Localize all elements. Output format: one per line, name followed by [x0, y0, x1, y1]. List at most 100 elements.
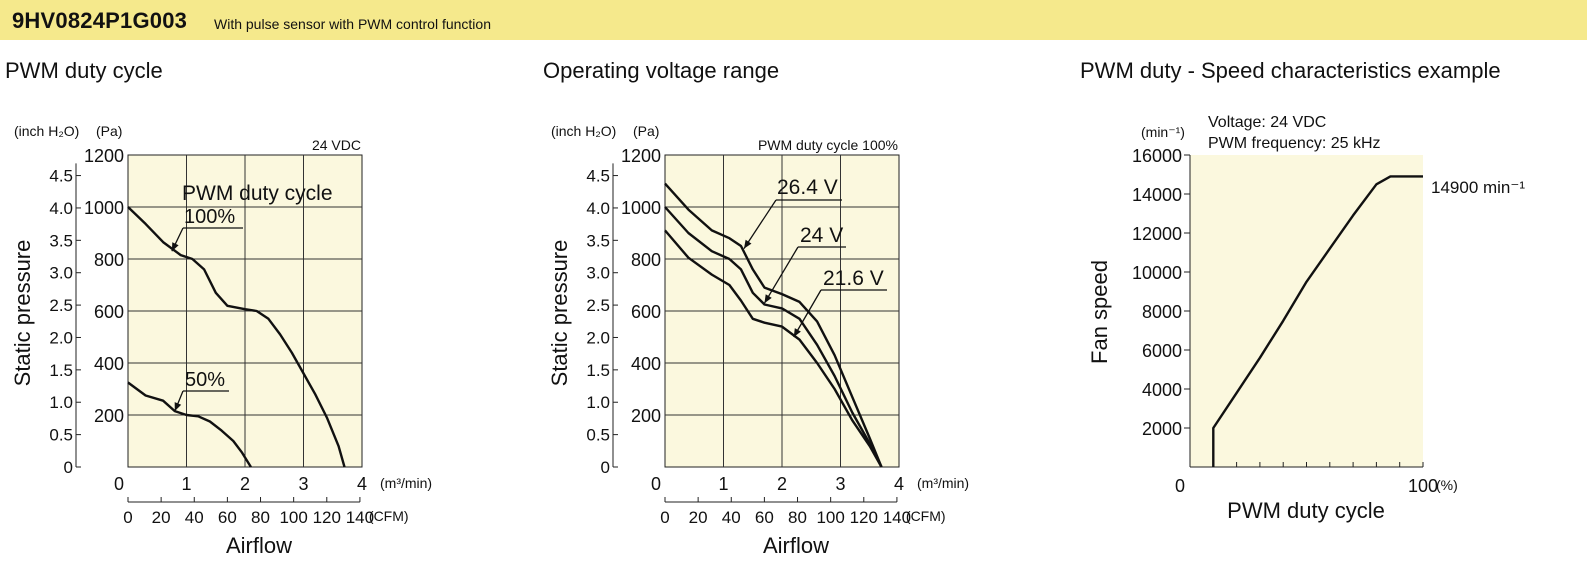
chart2-pa-tick-label: 1000	[621, 198, 661, 218]
chart2-pa-tick-label: 1200	[621, 146, 661, 166]
chart2-pa-tick-label: 200	[631, 406, 661, 426]
model-number: 9HV0824P1G003	[12, 8, 188, 33]
chart1-inch-unit-label: (inch H₂O)	[14, 123, 79, 139]
chart1-cfm-tick-label: 120	[313, 508, 341, 527]
chart3-condition-voltage: Voltage: 24 VDC	[1208, 114, 1326, 131]
chart3-y-tick-label: 12000	[1132, 224, 1182, 244]
chart3-y-tick-label: 2000	[1142, 419, 1182, 439]
chart2-cfm-tick-label: 20	[689, 508, 708, 527]
chart1-y-axis-title: Static pressure	[10, 240, 35, 387]
chart2-series-line-2	[664, 206, 883, 468]
chart1-inch-tick-label: 1.5	[49, 361, 73, 380]
chart1-inch-tick-label: 0.5	[49, 426, 73, 445]
chart2-series-line-3	[664, 229, 883, 468]
chart2-26v-leader-arrowhead	[743, 239, 752, 249]
section-title-pwm-duty-cycle: PWM duty cycle	[5, 58, 163, 83]
chart2-inch-tick-label: 1.5	[586, 361, 610, 380]
chart1-100-leader-arrowhead	[171, 242, 179, 252]
chart1-cfm-tick-label: 80	[251, 508, 270, 527]
chart2-inch-tick-label: 0	[601, 458, 610, 477]
chart1-pa-unit-label: (Pa)	[96, 123, 122, 139]
chart3-y-unit-label: (min⁻¹)	[1141, 124, 1185, 140]
chart2-condition-label: PWM duty cycle 100%	[758, 137, 898, 153]
chart1-x-unit-label: (m³/min)	[380, 475, 432, 491]
chart2-24v-leader-line	[763, 246, 799, 304]
chart2-inch-tick-label: 1.0	[586, 393, 610, 412]
chart1-x-tick-label: 4	[357, 474, 367, 494]
chart2-pa-tick-label: 400	[631, 354, 661, 374]
chart3-y-tick-label: 14000	[1132, 185, 1182, 205]
chart2-x-tick-label: 2	[777, 474, 787, 494]
chart2-x-tick-label: 1	[718, 474, 728, 494]
chart1-x-tick-label: 0	[114, 474, 124, 494]
chart1-series-line-2	[127, 381, 252, 468]
chart1-cfm-tick-label: 40	[185, 508, 204, 527]
chart2-x-tick-label: 3	[835, 474, 845, 494]
chart2-pa-tick-label: 600	[631, 302, 661, 322]
chart1-series-label-50: 50%	[185, 369, 225, 391]
chart1-inch-tick-label: 1.0	[49, 393, 73, 412]
chart1-pa-tick-label: 1000	[84, 198, 124, 218]
chart3-y-axis-title: Fan speed	[1087, 260, 1112, 364]
chart1-inch-tick-label: 2.5	[49, 296, 73, 315]
chart3-x-unit-label: (%)	[1436, 477, 1458, 493]
section-title-speed-characteristics: PWM duty - Speed characteristics example	[1080, 58, 1501, 83]
chart3-y-tick-label: 6000	[1142, 341, 1182, 361]
chart2-x-tick-label: 4	[894, 474, 904, 494]
chart3-x-tick-label-100: 100	[1408, 476, 1438, 496]
chart2-x-tick-label: 0	[651, 474, 661, 494]
chart2-cfm-unit-label: (CFM)	[906, 508, 946, 524]
chart1-inch-tick-label: 3.5	[49, 231, 73, 250]
chart1-cfm-tick-label: 140	[346, 508, 374, 527]
section-title-operating-voltage-range: Operating voltage range	[543, 58, 780, 83]
chart2-inch-tick-label: 3.0	[586, 264, 610, 283]
chart2-inch-tick-label: 2.5	[586, 296, 610, 315]
chart2-cfm-tick-label: 140	[883, 508, 911, 527]
chart2-series-label-26-4v: 26.4 V	[777, 176, 838, 199]
chart3-y-tick-label: 8000	[1142, 302, 1182, 322]
model-description: With pulse sensor with PWM control funct…	[214, 16, 491, 32]
chart1-inch-tick-label: 4.5	[49, 167, 73, 186]
chart2-inch-tick-label: 2.0	[586, 328, 610, 347]
chart2-21v-leader-arrowhead	[793, 328, 801, 337]
chart1-pa-tick-label: 800	[94, 250, 124, 270]
chart2-cfm-tick-label: 120	[850, 508, 878, 527]
chart1-x-tick-label: 3	[298, 474, 308, 494]
chart3-plot-area	[1190, 155, 1423, 467]
chart2-series-label-21-6v: 21.6 V	[823, 267, 884, 290]
chart1-series-label-100: 100%	[184, 206, 235, 228]
chart2-cfm-tick-label: 80	[788, 508, 807, 527]
chart2-21v-leader-line	[793, 289, 822, 338]
chart2-y-axis-title: Static pressure	[547, 240, 572, 387]
chart2-cfm-tick-label: 0	[660, 508, 669, 527]
chart3-y-tick-label: 16000	[1132, 146, 1182, 166]
chart2-inch-tick-label: 4.0	[586, 199, 610, 218]
chart2-26v-leader-line	[743, 199, 777, 249]
chart2-x-axis-title: Airflow	[763, 533, 829, 558]
chart2-inch-tick-label: 3.5	[586, 231, 610, 250]
chart1-inch-tick-label: 4.0	[49, 199, 73, 218]
chart1-50-leader-arrowhead	[174, 402, 182, 412]
chart2-series-line-1	[664, 182, 883, 468]
chart2-pa-unit-label: (Pa)	[633, 123, 659, 139]
chart3-x-tick-label-0: 0	[1175, 476, 1185, 496]
chart3-series-line	[1212, 175, 1423, 467]
chart1-cfm-tick-label: 0	[123, 508, 132, 527]
chart2-inch-tick-label: 0.5	[586, 426, 610, 445]
chart1-x-tick-label: 1	[181, 474, 191, 494]
chart1-pa-tick-label: 1200	[84, 146, 124, 166]
chart1-cfm-unit-label: (CFM)	[369, 508, 409, 524]
chart1-pa-tick-label: 600	[94, 302, 124, 322]
chart1-x-tick-label: 2	[240, 474, 250, 494]
chart1-cfm-tick-label: 20	[152, 508, 171, 527]
chart3-annotation-max-speed: 14900 min⁻¹	[1431, 178, 1525, 197]
chart2-inch-tick-label: 4.5	[586, 167, 610, 186]
chart1-legend-title: PWM duty cycle	[182, 182, 333, 205]
chart1-inch-tick-label: 3.0	[49, 264, 73, 283]
title-bar: 9HV0824P1G003 With pulse sensor with PWM…	[0, 0, 1587, 40]
chart3-x-axis-title: PWM duty cycle	[1227, 498, 1385, 523]
chart1-inch-tick-label: 0	[64, 458, 73, 477]
chart2-24v-leader-arrowhead	[764, 294, 772, 304]
chart3-y-tick-label: 10000	[1132, 263, 1182, 283]
